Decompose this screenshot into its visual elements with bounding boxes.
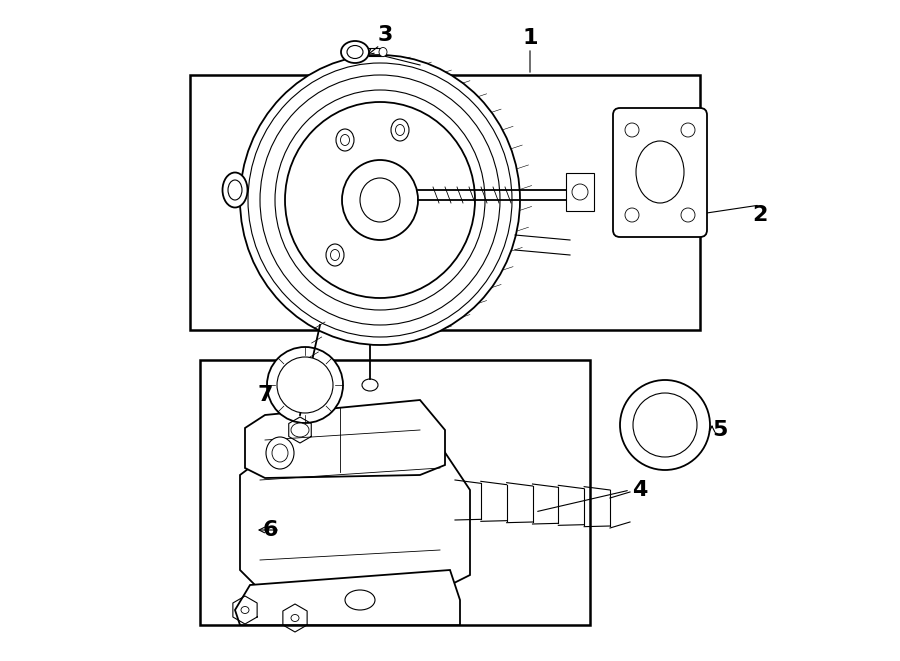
Circle shape	[625, 123, 639, 137]
Text: 1: 1	[522, 28, 538, 48]
Circle shape	[572, 184, 588, 200]
Bar	[190, 75, 700, 330]
Ellipse shape	[222, 173, 248, 208]
Ellipse shape	[272, 444, 288, 462]
Ellipse shape	[347, 46, 363, 59]
Ellipse shape	[285, 102, 475, 298]
Ellipse shape	[330, 249, 339, 260]
Text: 5: 5	[712, 420, 728, 440]
Circle shape	[633, 393, 697, 457]
Text: 7: 7	[257, 385, 273, 405]
Polygon shape	[235, 570, 460, 625]
Ellipse shape	[266, 437, 294, 469]
FancyBboxPatch shape	[613, 108, 707, 237]
Circle shape	[625, 208, 639, 222]
Ellipse shape	[345, 590, 375, 610]
Ellipse shape	[340, 134, 349, 145]
Ellipse shape	[326, 244, 344, 266]
Circle shape	[267, 347, 343, 423]
Ellipse shape	[240, 55, 520, 345]
Ellipse shape	[336, 129, 354, 151]
Ellipse shape	[362, 379, 378, 391]
Polygon shape	[240, 445, 470, 590]
Ellipse shape	[379, 48, 387, 56]
Text: 6: 6	[262, 520, 278, 540]
Ellipse shape	[291, 423, 309, 437]
Ellipse shape	[360, 178, 400, 222]
Ellipse shape	[241, 607, 249, 613]
Bar	[200, 360, 590, 625]
Ellipse shape	[636, 141, 684, 203]
Ellipse shape	[228, 180, 242, 200]
Circle shape	[681, 208, 695, 222]
Ellipse shape	[342, 160, 418, 240]
Bar	[566, 173, 594, 211]
Ellipse shape	[395, 124, 404, 136]
Text: 3: 3	[377, 25, 392, 45]
Polygon shape	[245, 400, 445, 478]
Text: 4: 4	[633, 480, 648, 500]
Circle shape	[620, 380, 710, 470]
Text: 2: 2	[752, 205, 768, 225]
Ellipse shape	[291, 615, 299, 621]
Circle shape	[681, 123, 695, 137]
Circle shape	[277, 357, 333, 413]
Ellipse shape	[341, 41, 369, 63]
Ellipse shape	[391, 119, 409, 141]
